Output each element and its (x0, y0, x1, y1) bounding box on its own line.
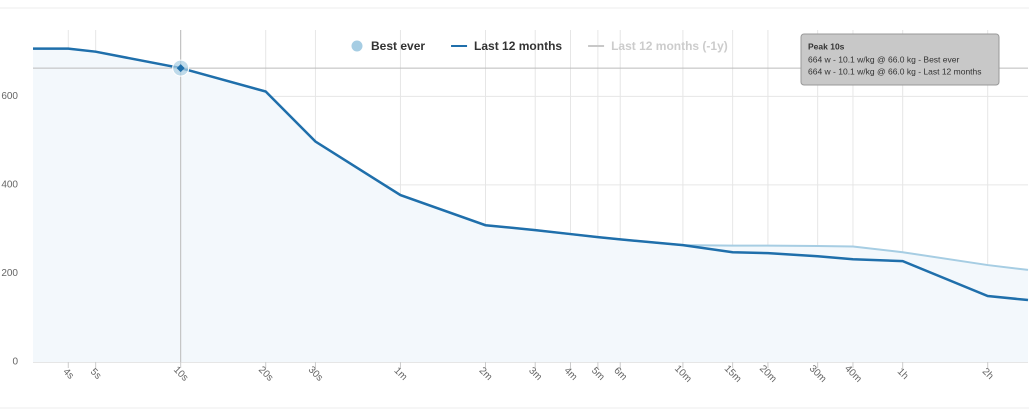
x-tick-label: 2h (980, 366, 996, 382)
x-tick-label: 2m (477, 365, 495, 383)
tooltip-box (800, 33, 1000, 86)
legend-label[interactable]: Best ever (371, 39, 425, 53)
hover-marker (176, 64, 185, 73)
legend-label[interactable]: Last 12 months (474, 39, 562, 53)
y-tick-label: 0 (12, 357, 18, 368)
line (33, 47, 1029, 302)
x-tick-label: 5s (88, 366, 103, 381)
x-tick-label: 1m (392, 365, 410, 383)
x-tick-label: 4s (61, 366, 76, 381)
legend-label[interactable]: Last 12 months (-1y) (611, 39, 728, 53)
x-tick-label: 3m (526, 365, 544, 383)
x-tick-label: 40m (842, 363, 864, 385)
tooltip-line: 664 w - 10.1 w/kg @ 66.0 kg - Best ever (808, 54, 959, 64)
x-tick-label: 20m (757, 363, 779, 385)
x-tick-label: 10s (171, 365, 190, 384)
x-tick-label: 30m (807, 363, 829, 385)
x-tick-label: 4m (562, 365, 580, 383)
x-tick-label: 10m (672, 363, 694, 385)
x-tick-label: 1h (895, 366, 911, 382)
y-tick-label: 600 (1, 91, 18, 102)
x-tick-label: 20s (256, 365, 275, 384)
y-tick-label: 400 (1, 180, 18, 191)
y-tick-label: 200 (1, 268, 18, 279)
legend-symbol[interactable] (351, 40, 363, 52)
x-tick-label: 5m (589, 365, 607, 383)
tooltip-title: Peak 10s (808, 41, 845, 51)
x-tick-label: 6m (611, 365, 629, 383)
area (33, 48, 1028, 362)
x-tick-label: 30s (306, 365, 325, 384)
x-tick-label: 15m (722, 363, 744, 385)
tooltip-line: 664 w - 10.1 w/kg @ 66.0 kg - Last 12 mo… (808, 66, 982, 76)
